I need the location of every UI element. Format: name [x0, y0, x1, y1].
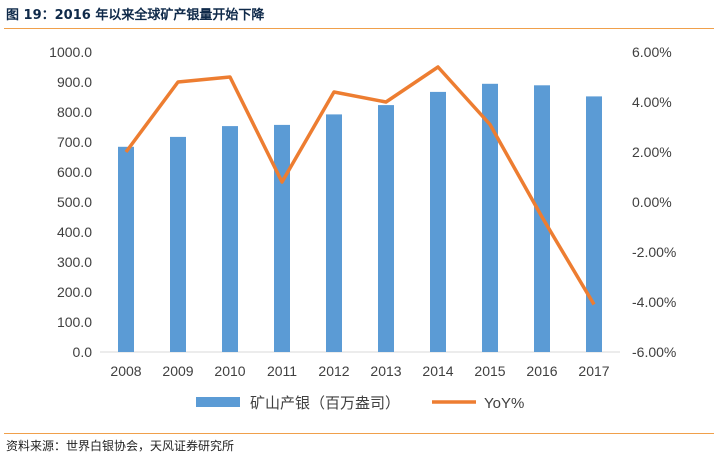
- y-left-tick-label: 0.0: [73, 344, 93, 360]
- bottom-divider: [4, 433, 714, 434]
- bar: [118, 146, 134, 352]
- x-tick-label: 2016: [526, 363, 557, 379]
- top-divider: [4, 28, 714, 29]
- x-tick-label: 2017: [578, 363, 609, 379]
- x-tick-label: 2015: [474, 363, 505, 379]
- source-note: 资料来源：世界白银协会，天风证券研究所: [6, 439, 235, 453]
- x-tick-label: 2013: [370, 363, 401, 379]
- y-right-tick-label: 6.00%: [632, 44, 672, 60]
- x-tick-label: 2009: [162, 363, 193, 379]
- y-left-tick-label: 400.0: [57, 224, 92, 240]
- x-tick-label: 2012: [318, 363, 349, 379]
- y-left-tick-label: 700.0: [57, 134, 92, 150]
- y-left-tick-label: 800.0: [57, 104, 92, 120]
- y-right-tick-label: 2.00%: [632, 144, 672, 160]
- y-right-tick-label: 0.00%: [632, 194, 672, 210]
- bar: [586, 96, 602, 353]
- bar: [170, 136, 186, 352]
- bar: [378, 105, 394, 352]
- y-left-tick-label: 200.0: [57, 284, 92, 300]
- legend-label-bar: 矿山产银（百万盎司）: [250, 395, 400, 412]
- y-right-tick-label: 4.00%: [632, 94, 672, 110]
- x-tick-label: 2014: [422, 363, 453, 379]
- x-tick-label: 2010: [214, 363, 245, 379]
- chart: 0.0 100.0 200.0 300.0 400.0 500.0 600.0 700.0 80…: [49, 44, 676, 412]
- y-left-tick-label: 600.0: [57, 164, 92, 180]
- y-right-tick-label: -4.00%: [632, 294, 676, 310]
- y-right-tick-label: -2.00%: [632, 244, 676, 260]
- legend-label-line: YoY%: [484, 395, 524, 412]
- bar: [274, 124, 290, 353]
- x-tick-label: 2008: [110, 363, 141, 379]
- x-tick-label: 2011: [267, 363, 297, 379]
- y-right-tick-label: -6.00%: [632, 344, 676, 360]
- bar: [222, 126, 238, 352]
- bar: [482, 83, 498, 353]
- bar: [326, 114, 342, 353]
- y-left-tick-label: 500.0: [57, 194, 92, 210]
- y-left-tick-label: 1000.0: [49, 44, 92, 60]
- chart-title: 图 19：2016 年以来全球矿产银量开始下降: [6, 8, 265, 23]
- y-left-tick-label: 900.0: [57, 74, 92, 90]
- y-left-tick-label: 100.0: [57, 314, 92, 330]
- bar: [430, 91, 446, 353]
- y-left-tick-label: 300.0: [57, 254, 92, 270]
- legend-swatch-bar: [196, 397, 240, 407]
- yoy-line: [124, 65, 596, 306]
